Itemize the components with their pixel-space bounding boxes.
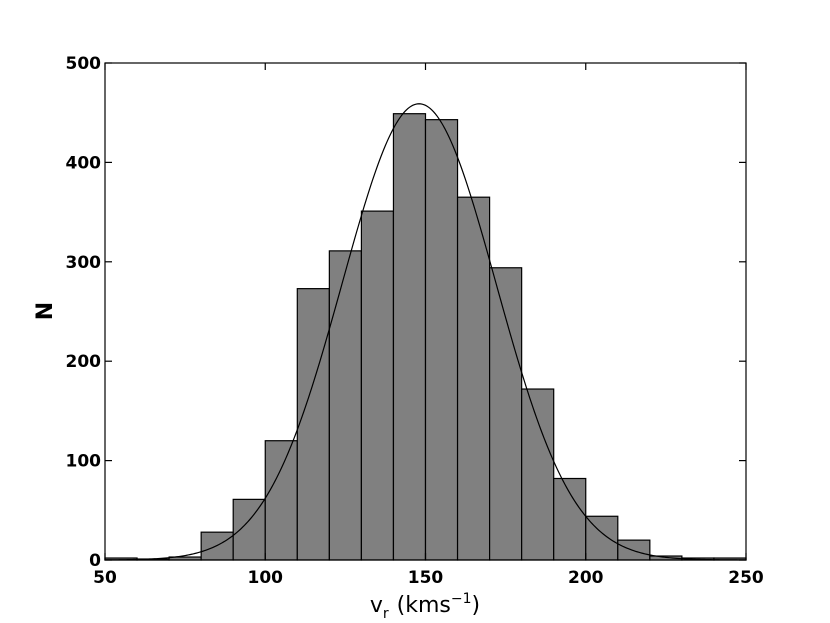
histogram-bar xyxy=(392,113,427,561)
histogram-bar xyxy=(232,498,266,561)
x-tick-label: 150 xyxy=(408,568,444,588)
x-axis-label: vr (kms−1) xyxy=(370,591,480,622)
y-axis-label: N xyxy=(33,302,58,320)
y-tick-label: 100 xyxy=(66,452,102,472)
histogram-bar xyxy=(296,288,330,561)
histogram-bar xyxy=(360,210,395,561)
y-axis-ticks: 0 100 200 300 400 500 xyxy=(66,54,746,571)
x-tick-label: 50 xyxy=(93,568,117,588)
y-tick-label: 300 xyxy=(66,253,102,273)
x-tick-label: 200 xyxy=(568,568,604,588)
histogram-bar xyxy=(553,477,587,561)
y-tick-label: 0 xyxy=(89,551,101,571)
histogram-bars xyxy=(104,113,747,561)
x-axis-ticks: 50 100 150 200 250 xyxy=(93,63,764,588)
x-tick-label: 100 xyxy=(248,568,284,588)
y-tick-label: 400 xyxy=(66,153,102,173)
x-tick-label: 250 xyxy=(728,568,764,588)
histogram-bar xyxy=(264,440,298,561)
y-tick-label: 200 xyxy=(66,352,102,372)
histogram-bar xyxy=(424,119,459,561)
histogram-bar xyxy=(489,267,523,561)
gaussian-fit-curve xyxy=(104,103,747,561)
histogram-bar xyxy=(328,250,363,561)
histogram-bar xyxy=(456,196,491,561)
histogram-bar xyxy=(617,539,651,561)
y-tick-label: 500 xyxy=(66,54,102,74)
histogram-bar xyxy=(521,388,555,561)
